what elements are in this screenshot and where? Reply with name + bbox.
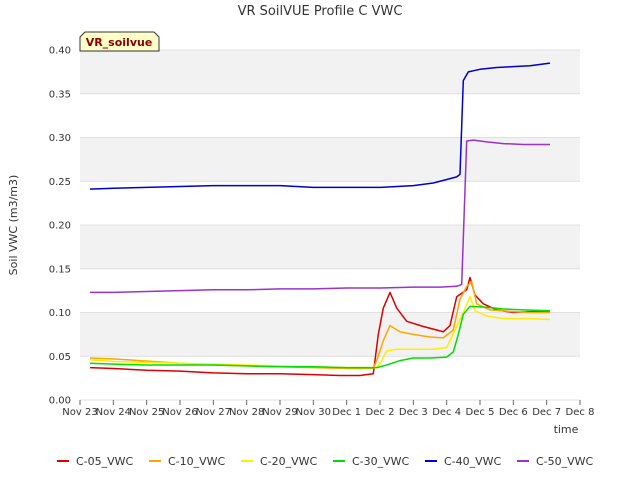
y-tick-label: 0.05 — [49, 352, 71, 363]
y-tick-label: 0.40 — [49, 46, 71, 57]
y-tick-label: 0.10 — [49, 308, 71, 319]
site-badge: VR_soilvue — [79, 31, 160, 52]
x-tick-label: Dec 2 — [366, 407, 395, 418]
legend-label: C-30_VWC — [352, 455, 410, 468]
series-lines — [89, 62, 551, 377]
plot-band — [80, 93, 580, 138]
y-tick-label: 0.30 — [49, 133, 71, 144]
grid-lines — [80, 49, 580, 401]
x-tick-label: Dec 3 — [399, 407, 428, 418]
legend-label: C-40_VWC — [444, 455, 502, 468]
x-tick-label: Dec 6 — [499, 407, 528, 418]
plot-band — [80, 137, 580, 182]
x-tick-label: Dec 8 — [566, 407, 595, 418]
badge-label: VR_soilvue — [86, 36, 153, 49]
y-tick-label: 0.15 — [49, 264, 71, 275]
x-tick-label: Nov 27 — [196, 407, 231, 418]
legend-label: C-10_VWC — [168, 455, 226, 468]
x-tick-label: Nov 28 — [229, 407, 264, 418]
series-line-c-50-vwc — [90, 139, 550, 294]
legend-label: C-20_VWC — [260, 455, 318, 468]
plot-band — [80, 181, 580, 225]
legend-label: C-05_VWC — [76, 455, 134, 468]
series-line-c-40-vwc — [89, 62, 551, 190]
x-tick-label: Nov 29 — [262, 407, 297, 418]
x-tick-label: Nov 23 — [62, 407, 97, 418]
y-axis-label: Soil VWC (m3/m3) — [7, 175, 20, 276]
x-tick-label: Nov 24 — [96, 407, 131, 418]
y-tick-label: 0.00 — [49, 396, 71, 407]
x-tick-label: Dec 5 — [466, 407, 495, 418]
legend: C-05_VWC C-10_VWC C-20_VWC C-30_VWC C-40_VWC… — [57, 455, 594, 468]
x-tick-label: Dec 4 — [432, 407, 461, 418]
legend-label: C-50_VWC — [536, 455, 594, 468]
y-tick-label: 0.25 — [49, 177, 71, 188]
y-tick-label: 0.35 — [49, 89, 71, 100]
badge-shape — [79, 31, 160, 52]
y-axis-ticks: 0.00 0.05 0.10 0.15 0.20 0.25 0.30 0.35 0.40 — [49, 46, 71, 407]
plot-band — [80, 312, 580, 357]
chart-title: VR SoilVUE Profile C VWC — [238, 4, 403, 19]
series-line-c-20-vwc — [89, 296, 551, 369]
y-tick-label: 0.20 — [49, 221, 71, 232]
series-line-c-30-vwc — [89, 305, 551, 369]
plot-band — [80, 225, 580, 269]
x-tick-label: Dec 7 — [532, 407, 561, 418]
x-tick-label: Nov 30 — [296, 407, 331, 418]
x-tick-label: Nov 26 — [162, 407, 197, 418]
x-tick-label: Nov 25 — [129, 407, 164, 418]
series-line-c-05-vwc — [89, 276, 550, 377]
plot-background — [80, 50, 580, 400]
plot-band — [80, 50, 580, 94]
x-axis-label: time — [554, 423, 579, 436]
x-tick-label: Dec 1 — [332, 407, 361, 418]
